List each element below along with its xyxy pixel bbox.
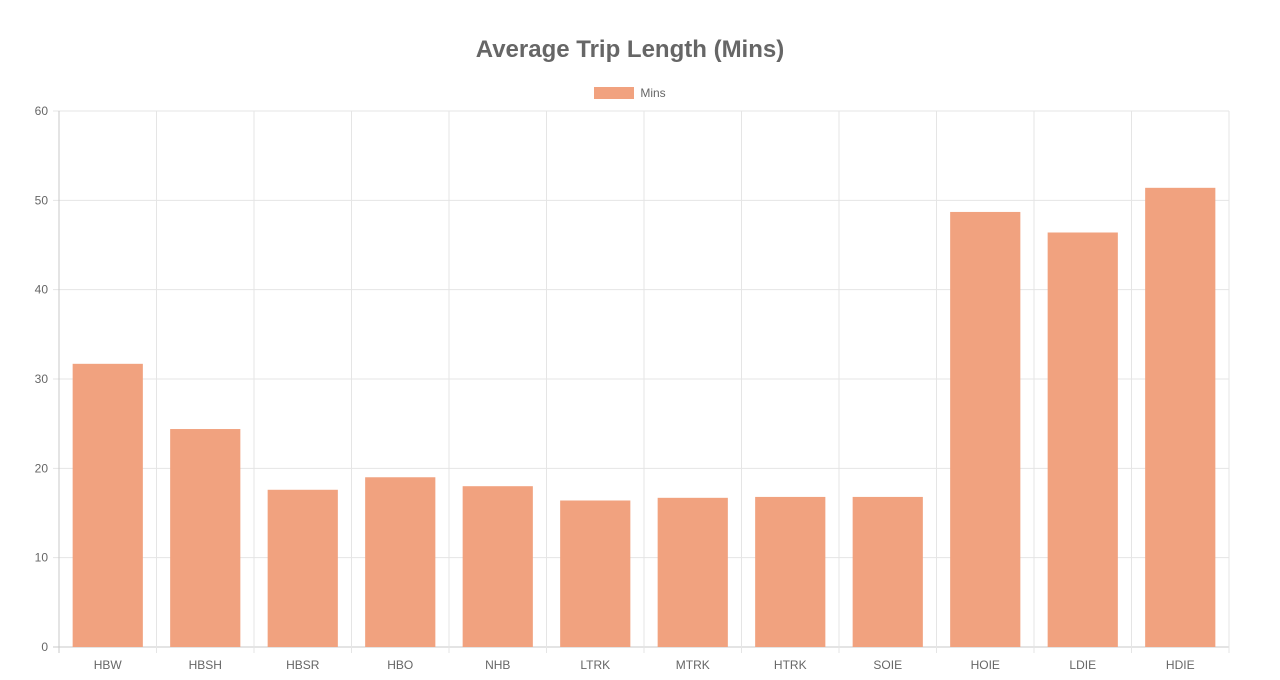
x-tick-label: MTRK [676,658,710,672]
y-tick-label: 30 [35,372,49,386]
chart-title: Average Trip Length (Mins) [475,36,785,63]
bar-hoie [950,211,1021,648]
axis-layer: 0 10 20 30 40 50 60 HBW HBSH HBSR HBO NHB LTRK MTRK HT… [35,104,1195,672]
legend-swatch-mins [594,87,635,99]
bar-mtrk [657,497,728,647]
x-tick-label: HDIE [1166,658,1195,672]
bar-ldie [1047,232,1118,647]
bar-hbsr [267,489,338,647]
y-tick-label: 40 [35,283,49,297]
legend-label-mins: Mins [640,86,666,100]
bar-hdie [1145,187,1216,647]
y-tick-label: 20 [35,461,49,475]
y-tick-label: 0 [41,640,48,654]
x-tick-label: LTRK [580,658,610,672]
x-tick-label: HBSR [286,658,320,672]
bar-hbsh [170,429,241,647]
x-tick-label: HBSH [189,658,222,672]
grid-layer [53,110,1230,653]
bars-layer [72,187,1216,648]
x-tick-label: HTRK [774,658,807,672]
bar-soie [852,496,923,647]
bar-htrk [755,496,826,647]
x-tick-label: LDIE [1069,658,1096,672]
bar-ltrk [560,500,631,647]
bar-hbo [365,477,436,647]
y-tick-label: 10 [35,551,49,565]
y-tick-label: 60 [35,104,49,118]
bar-hbw [72,363,143,647]
bar-nhb [462,486,533,647]
x-tick-label: SOIE [873,658,902,672]
y-tick-label: 50 [35,193,49,207]
x-tick-label: HBO [387,658,413,672]
x-tick-label: NHB [485,658,510,672]
x-tick-label: HOIE [971,658,1000,672]
legend[interactable]: Mins [0,86,1260,100]
x-tick-label: HBW [94,658,123,672]
